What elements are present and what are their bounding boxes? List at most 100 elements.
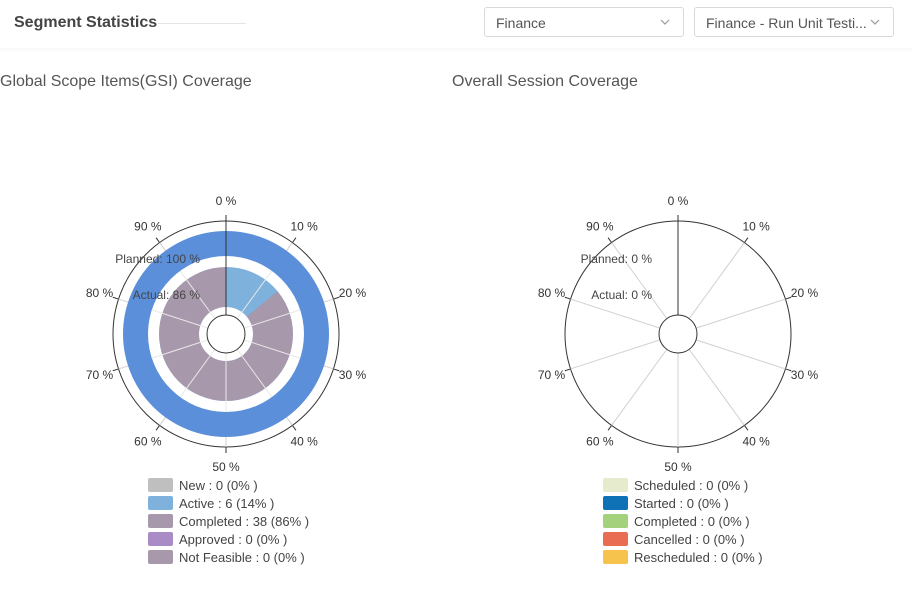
tick-label: 0 % <box>668 194 689 208</box>
inner-hole-circle <box>206 314 246 354</box>
series-label: Actual: 0 % <box>591 288 652 302</box>
legend-swatch <box>603 514 628 528</box>
legend-swatch <box>148 496 173 510</box>
legend-swatch <box>603 550 628 564</box>
tick-mark <box>333 296 340 300</box>
session-dropdown[interactable]: Finance - Run Unit Testi... <box>694 7 894 37</box>
grid-line <box>688 242 745 319</box>
tick-mark <box>155 237 160 243</box>
grid-line <box>695 339 786 370</box>
tick-mark <box>292 237 297 243</box>
session-legend: Scheduled : 0 (0% ) Started : 0 (0% ) Comp… <box>603 476 763 566</box>
tick-label: 70 % <box>86 368 114 382</box>
legend-item[interactable]: Active : 6 (14% ) <box>148 494 309 512</box>
gsi-legend: New : 0 (0% ) Active : 6 (14% ) Completed … <box>148 476 309 566</box>
series-label: Actual: 86 % <box>133 288 201 302</box>
grid-line-inner <box>236 270 273 319</box>
legend-label: Approved : 0 (0% ) <box>179 531 288 547</box>
tick-label: 40 % <box>290 435 318 449</box>
page-title: Segment Statistics <box>14 14 158 31</box>
legend-item[interactable]: Approved : 0 (0% ) <box>148 530 309 548</box>
legend-label: Completed : 38 (86% ) <box>179 513 310 529</box>
legend-swatch <box>148 514 173 528</box>
tick-label: 50 % <box>212 460 240 474</box>
tick-label: 30 % <box>339 368 367 382</box>
legend-label: Cancelled : 0 (0% ) <box>634 531 745 547</box>
legend-item[interactable]: Completed : 0 (0% ) <box>603 512 763 530</box>
tick-mark <box>785 368 792 372</box>
tick-label: 80 % <box>86 286 114 300</box>
grid-line-inner <box>151 309 209 329</box>
legend-item[interactable]: New : 0 (0% ) <box>148 476 309 494</box>
session-dropdown-value: Finance - Run Unit Testi... <box>706 15 866 31</box>
tick-mark <box>112 296 119 300</box>
bar-actual-completed <box>158 267 293 401</box>
grid-line <box>695 298 786 329</box>
tick-label: 80 % <box>538 286 566 300</box>
legend-item[interactable]: Rescheduled : 0 (0% ) <box>603 548 763 566</box>
title-divider <box>158 23 246 24</box>
tick-label: 10 % <box>290 219 318 233</box>
tick-label: 90 % <box>134 219 162 233</box>
legend-item[interactable]: Completed : 38 (86% ) <box>148 512 309 530</box>
legend-label: Not Feasible : 0 (0% ) <box>179 549 305 565</box>
tick-mark <box>155 425 160 431</box>
legend-swatch <box>148 532 173 546</box>
legend-item[interactable]: Started : 0 (0% ) <box>603 494 763 512</box>
tick-label: 10 % <box>742 219 770 233</box>
tick-mark <box>744 425 749 431</box>
legend-swatch <box>148 550 173 564</box>
grid-line-inner <box>151 339 209 359</box>
legend-label: Active : 6 (14% ) <box>179 495 275 511</box>
tick-label: 20 % <box>791 286 819 300</box>
session-chart-title: Overall Session Coverage <box>452 73 638 90</box>
legend-swatch <box>148 478 173 492</box>
tick-label: 70 % <box>538 368 566 382</box>
tick-mark <box>564 368 571 372</box>
grid-line-inner <box>179 349 216 398</box>
grid-line <box>570 298 661 329</box>
legend-label: New : 0 (0% ) <box>179 477 258 493</box>
legend-swatch <box>603 532 628 546</box>
bar-actual-active <box>226 267 278 317</box>
grid-line <box>570 339 661 370</box>
legend-label: Started : 0 (0% ) <box>634 495 729 511</box>
tick-mark <box>564 296 571 300</box>
radial-chart-0: 0 % 10 % 20 % 30 % 40 % 50 % 60 % 70 % 80 % 90 % P… <box>86 194 367 474</box>
legend-label: Completed : 0 (0% ) <box>634 513 750 529</box>
tick-label: 60 % <box>134 435 162 449</box>
grid-line-inner <box>243 309 301 329</box>
tick-label: 50 % <box>664 460 692 474</box>
tick-label: 90 % <box>586 219 614 233</box>
legend-item[interactable]: Scheduled : 0 (0% ) <box>603 476 763 494</box>
radial-chart-1: 0 % 10 % 20 % 30 % 40 % 50 % 60 % 70 % 80 % 90 % P… <box>538 194 819 474</box>
grid-line <box>688 349 745 426</box>
tick-label: 40 % <box>742 435 770 449</box>
grid-line <box>611 242 668 319</box>
tick-label: 20 % <box>339 286 367 300</box>
legend-swatch <box>603 496 628 510</box>
header-bar: Segment Statistics Finance Finance - Run… <box>0 0 912 48</box>
tick-mark <box>607 425 612 431</box>
tick-mark <box>785 296 792 300</box>
segment-dropdown[interactable]: Finance <box>484 7 684 37</box>
tick-mark <box>112 368 119 372</box>
legend-label: Scheduled : 0 (0% ) <box>634 477 749 493</box>
coverage-charts: 0 % 10 % 20 % 30 % 40 % 50 % 60 % 70 % 80 % 90 % P… <box>86 194 819 474</box>
tick-label: 60 % <box>586 435 614 449</box>
gsi-chart-title: Global Scope Items(GSI) Coverage <box>0 73 252 90</box>
legend-item[interactable]: Not Feasible : 0 (0% ) <box>148 548 309 566</box>
tick-mark <box>292 425 297 431</box>
legend-label: Rescheduled : 0 (0% ) <box>634 549 763 565</box>
grid-line-inner <box>243 339 301 359</box>
tick-mark <box>333 368 340 372</box>
segment-dropdown-value: Finance <box>496 15 546 31</box>
legend-swatch <box>603 478 628 492</box>
inner-hole-circle <box>658 314 698 354</box>
grid-line-inner <box>236 349 273 398</box>
legend-item[interactable]: Cancelled : 0 (0% ) <box>603 530 763 548</box>
tick-label: 0 % <box>216 194 237 208</box>
grid-line <box>611 349 668 426</box>
series-label: Planned: 0 % <box>581 252 653 266</box>
tick-label: 30 % <box>791 368 819 382</box>
